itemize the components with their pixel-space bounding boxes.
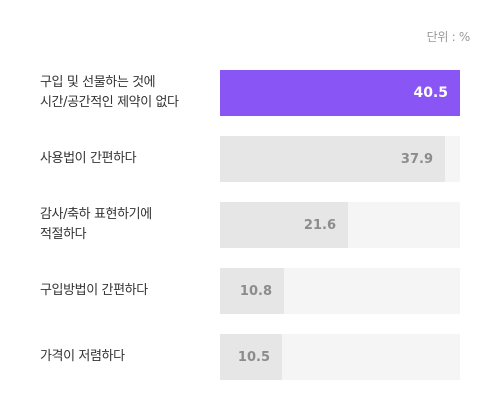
bar: 37.9 [220,136,445,182]
bar: 10.8 [220,268,284,314]
category-label: 가격이 저렴하다 [40,349,125,364]
bar: 40.5 [220,70,460,116]
bar-row: 가격이 저렴하다 10.5 [0,334,500,380]
bar-track: 10.5 [220,334,460,380]
bar: 21.6 [220,202,348,248]
bar-track: 21.6 [220,202,460,248]
bar: 10.5 [220,334,282,380]
bar-value-label: 21.6 [303,217,336,233]
bar-value-label: 10.5 [237,349,270,365]
bar-row: 구입방법이 간편하다 10.8 [0,268,500,314]
bar-value-label: 10.8 [239,283,272,299]
bar-row: 구입 및 선물하는 것에 시간/공간적인 제약이 없다 40.5 [0,70,500,116]
bar-track: 10.8 [220,268,460,314]
bar-row: 사용법이 간편하다 37.9 [0,136,500,182]
bar-row: 감사/축하 표현하기에 적절하다 21.6 [0,202,500,248]
unit-label: 단위 : % [426,30,471,44]
category-label: 감사/축하 표현하기에 적절하다 [40,207,152,242]
bar-value-label: 37.9 [400,151,433,167]
bar-track: 37.9 [220,136,460,182]
category-label: 구입방법이 간편하다 [40,283,148,298]
category-label: 사용법이 간편하다 [40,151,137,166]
category-label: 구입 및 선물하는 것에 시간/공간적인 제약이 없다 [40,75,179,110]
bar-value-label: 40.5 [413,85,448,101]
bar-track: 40.5 [220,70,460,116]
